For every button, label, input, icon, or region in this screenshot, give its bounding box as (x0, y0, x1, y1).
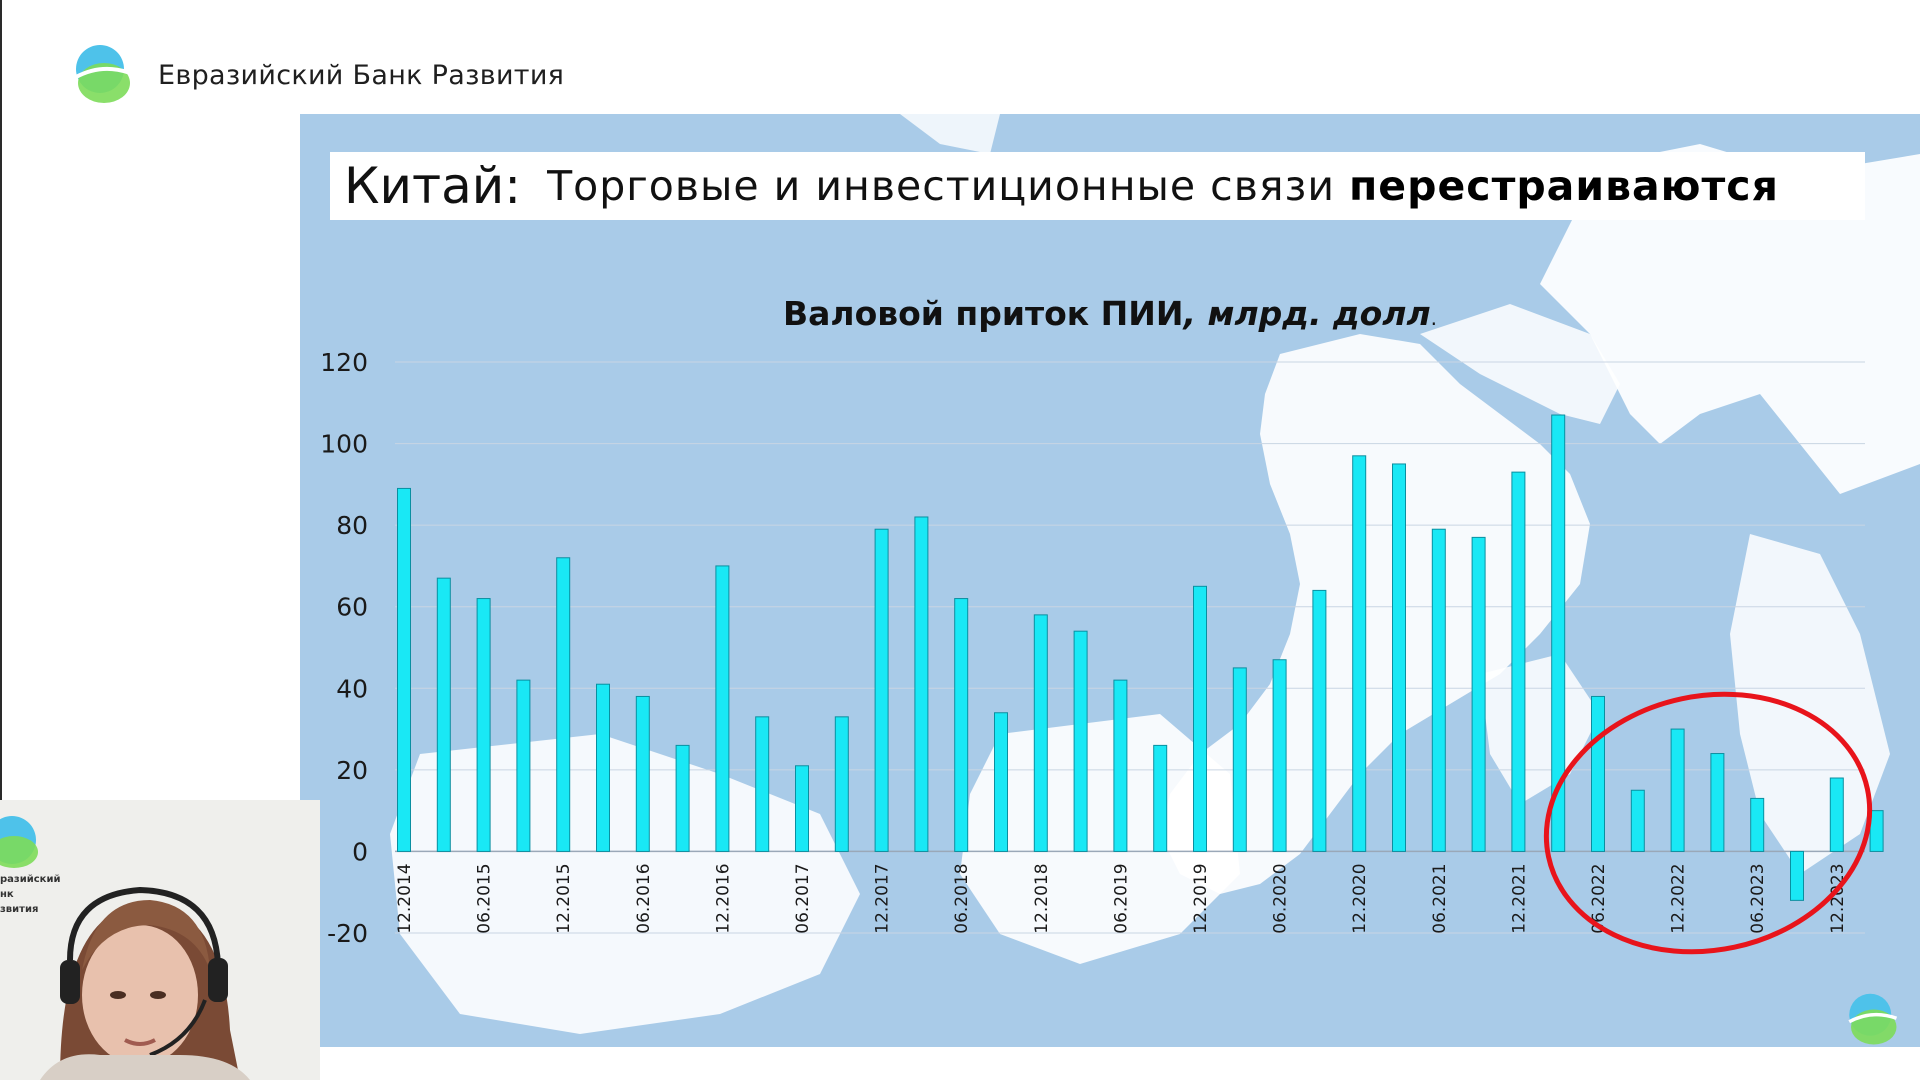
bar (1352, 455, 1367, 852)
slide-title-emphasis: перестраиваются (1348, 162, 1779, 210)
x-tick-label: 06.2020 (1271, 863, 1291, 933)
slide-title-rest: Торговые и инвестиционные связи (547, 162, 1335, 210)
bar (834, 716, 849, 852)
x-tick-label: 06.2016 (634, 863, 654, 933)
bar (1511, 471, 1526, 852)
bar (1113, 679, 1128, 852)
bar (596, 683, 610, 852)
x-tick-label: 06.2022 (1589, 863, 1609, 933)
bar (1471, 536, 1486, 852)
bar (1630, 789, 1645, 852)
bar (1193, 585, 1207, 852)
slide-title-lead: Китай: (344, 157, 522, 215)
bar (1670, 728, 1685, 852)
chart-title-main: Валовой приток ПИИ (782, 294, 1184, 333)
bar (1431, 528, 1446, 852)
bar (1392, 463, 1406, 852)
bank-name: Евразийский Банк Развития (158, 59, 565, 91)
presenter-figure (0, 800, 320, 1080)
bar (755, 716, 770, 852)
bar (1551, 414, 1566, 852)
corner-logo-icon (1848, 993, 1898, 1045)
bar (1829, 777, 1844, 852)
x-tick-label: 12.2015 (554, 863, 574, 933)
presentation-slide: Китай: Торговые и инвестиционные связи п… (300, 114, 1920, 1047)
fdi-bar-chart: -20 0 20 40 60 80 100 120 12.2014 06.2015 12.2015 0… (320, 348, 1884, 955)
x-tick-label: 12.2017 (873, 863, 893, 933)
x-tick-label: 12.2020 (1350, 863, 1370, 933)
x-tick-label: 06.2023 (1748, 863, 1768, 933)
bar (954, 598, 969, 852)
bar (795, 765, 809, 852)
highlight-circle (1543, 691, 1873, 955)
presenter-video: разийский нк звития (0, 800, 320, 1080)
x-tick-label: 06.2017 (793, 863, 813, 933)
bar (1033, 614, 1048, 852)
bar (1153, 744, 1168, 852)
y-tick-label: 80 (336, 511, 368, 540)
bar (994, 712, 1008, 852)
x-tick-label: 06.2019 (1111, 863, 1131, 933)
camera-overlay-line: звития (0, 904, 39, 915)
camera-overlay-text: разийский нк звития (0, 872, 60, 917)
bar (1312, 589, 1327, 852)
slide-title: Китай: Торговые и инвестиционные связи п… (330, 152, 1865, 220)
y-tick-label: 0 (352, 837, 368, 866)
y-tick-label: 60 (336, 593, 368, 622)
bar (715, 565, 730, 852)
bar (1272, 659, 1287, 852)
y-tick-label: 20 (336, 756, 368, 785)
y-tick-label: -20 (327, 919, 368, 948)
y-tick-label: 100 (320, 430, 368, 459)
bar (1790, 850, 1804, 901)
camera-overlay-line: разийский (0, 874, 61, 885)
x-tick-label: 06.2018 (952, 863, 972, 933)
chart-title: Валовой приток ПИИ, млрд. долл. (300, 294, 1920, 333)
chart-title-unit: , млрд. долл (1183, 294, 1431, 333)
brand-header: Евразийский Банк Развития (70, 40, 564, 110)
bar (397, 487, 411, 852)
bar (675, 744, 690, 852)
y-tick-label: 40 (336, 674, 368, 703)
bar (1232, 667, 1247, 852)
bar (635, 695, 650, 852)
bar (914, 516, 929, 852)
x-tick-label: 06.2015 (475, 863, 495, 933)
bar (874, 528, 889, 852)
y-tick-label: 120 (320, 348, 368, 377)
bar (476, 598, 491, 852)
bar (1869, 810, 1884, 852)
x-tick-label: 12.2022 (1669, 863, 1689, 933)
x-tick-label: 06.2021 (1430, 863, 1450, 933)
bar (516, 679, 531, 852)
world-map-background (390, 114, 1920, 1034)
x-tick-label: 12.2019 (1191, 863, 1211, 933)
x-tick-label: 12.2014 (395, 863, 415, 933)
x-tick-label: 12.2016 (713, 863, 733, 933)
camera-overlay-line: нк (0, 889, 14, 900)
x-tick-label: 12.2018 (1032, 863, 1052, 933)
bar (1591, 695, 1605, 852)
bar (436, 577, 451, 852)
eabr-logo-icon (75, 45, 131, 103)
x-tick-label: 12.2021 (1509, 863, 1529, 933)
chart-title-suffix: . (1430, 306, 1437, 330)
bar (556, 557, 571, 852)
bar (1750, 797, 1765, 852)
window-edge (0, 0, 2, 1080)
bar (1073, 630, 1088, 852)
bar (1710, 753, 1725, 852)
